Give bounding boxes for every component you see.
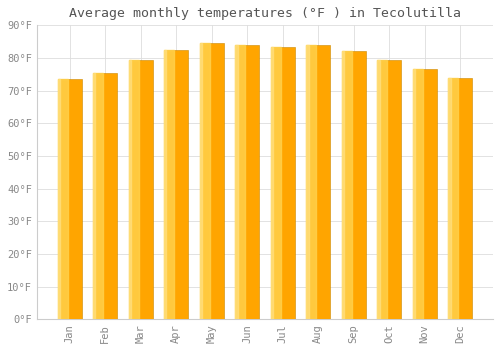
Bar [412, 69, 437, 320]
Bar [128, 60, 138, 320]
Bar [164, 50, 188, 320]
Bar [306, 45, 308, 320]
Bar [93, 73, 103, 320]
Bar [342, 51, 366, 320]
Bar [342, 51, 352, 320]
Bar [377, 60, 388, 320]
Bar [270, 47, 295, 320]
Bar [342, 51, 344, 320]
Bar [270, 47, 273, 320]
Bar [235, 45, 259, 320]
Bar [448, 78, 458, 320]
Bar [377, 60, 402, 320]
Bar [128, 60, 131, 320]
Bar [412, 69, 415, 320]
Bar [58, 79, 82, 320]
Bar [128, 60, 152, 320]
Title: Average monthly temperatures (°F ) in Tecolutilla: Average monthly temperatures (°F ) in Te… [69, 7, 461, 20]
Bar [412, 69, 423, 320]
Bar [93, 73, 96, 320]
Bar [448, 78, 472, 320]
Bar [377, 60, 380, 320]
Bar [164, 50, 174, 320]
Bar [200, 43, 202, 320]
Bar [200, 43, 224, 320]
Bar [306, 45, 330, 320]
Bar [58, 79, 68, 320]
Bar [200, 43, 209, 320]
Bar [93, 73, 117, 320]
Bar [235, 45, 238, 320]
Bar [235, 45, 245, 320]
Bar [58, 79, 60, 320]
Bar [306, 45, 316, 320]
Bar [164, 50, 166, 320]
Bar [270, 47, 281, 320]
Bar [448, 78, 450, 320]
